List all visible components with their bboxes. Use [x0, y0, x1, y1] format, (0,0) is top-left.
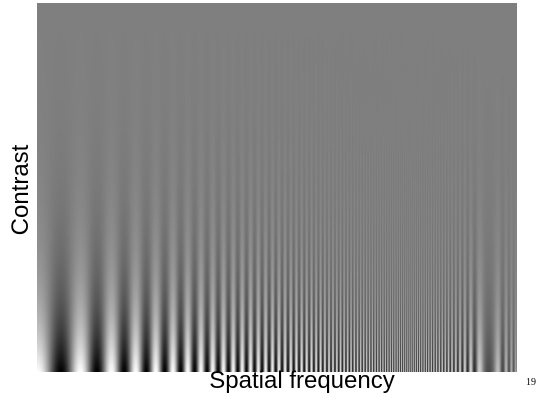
contrast-sensitivity-grating [37, 3, 517, 372]
y-axis-label: Contrast [7, 144, 34, 236]
slide-number: 19 [526, 377, 536, 388]
x-axis-label: Spatial frequency [209, 367, 395, 394]
